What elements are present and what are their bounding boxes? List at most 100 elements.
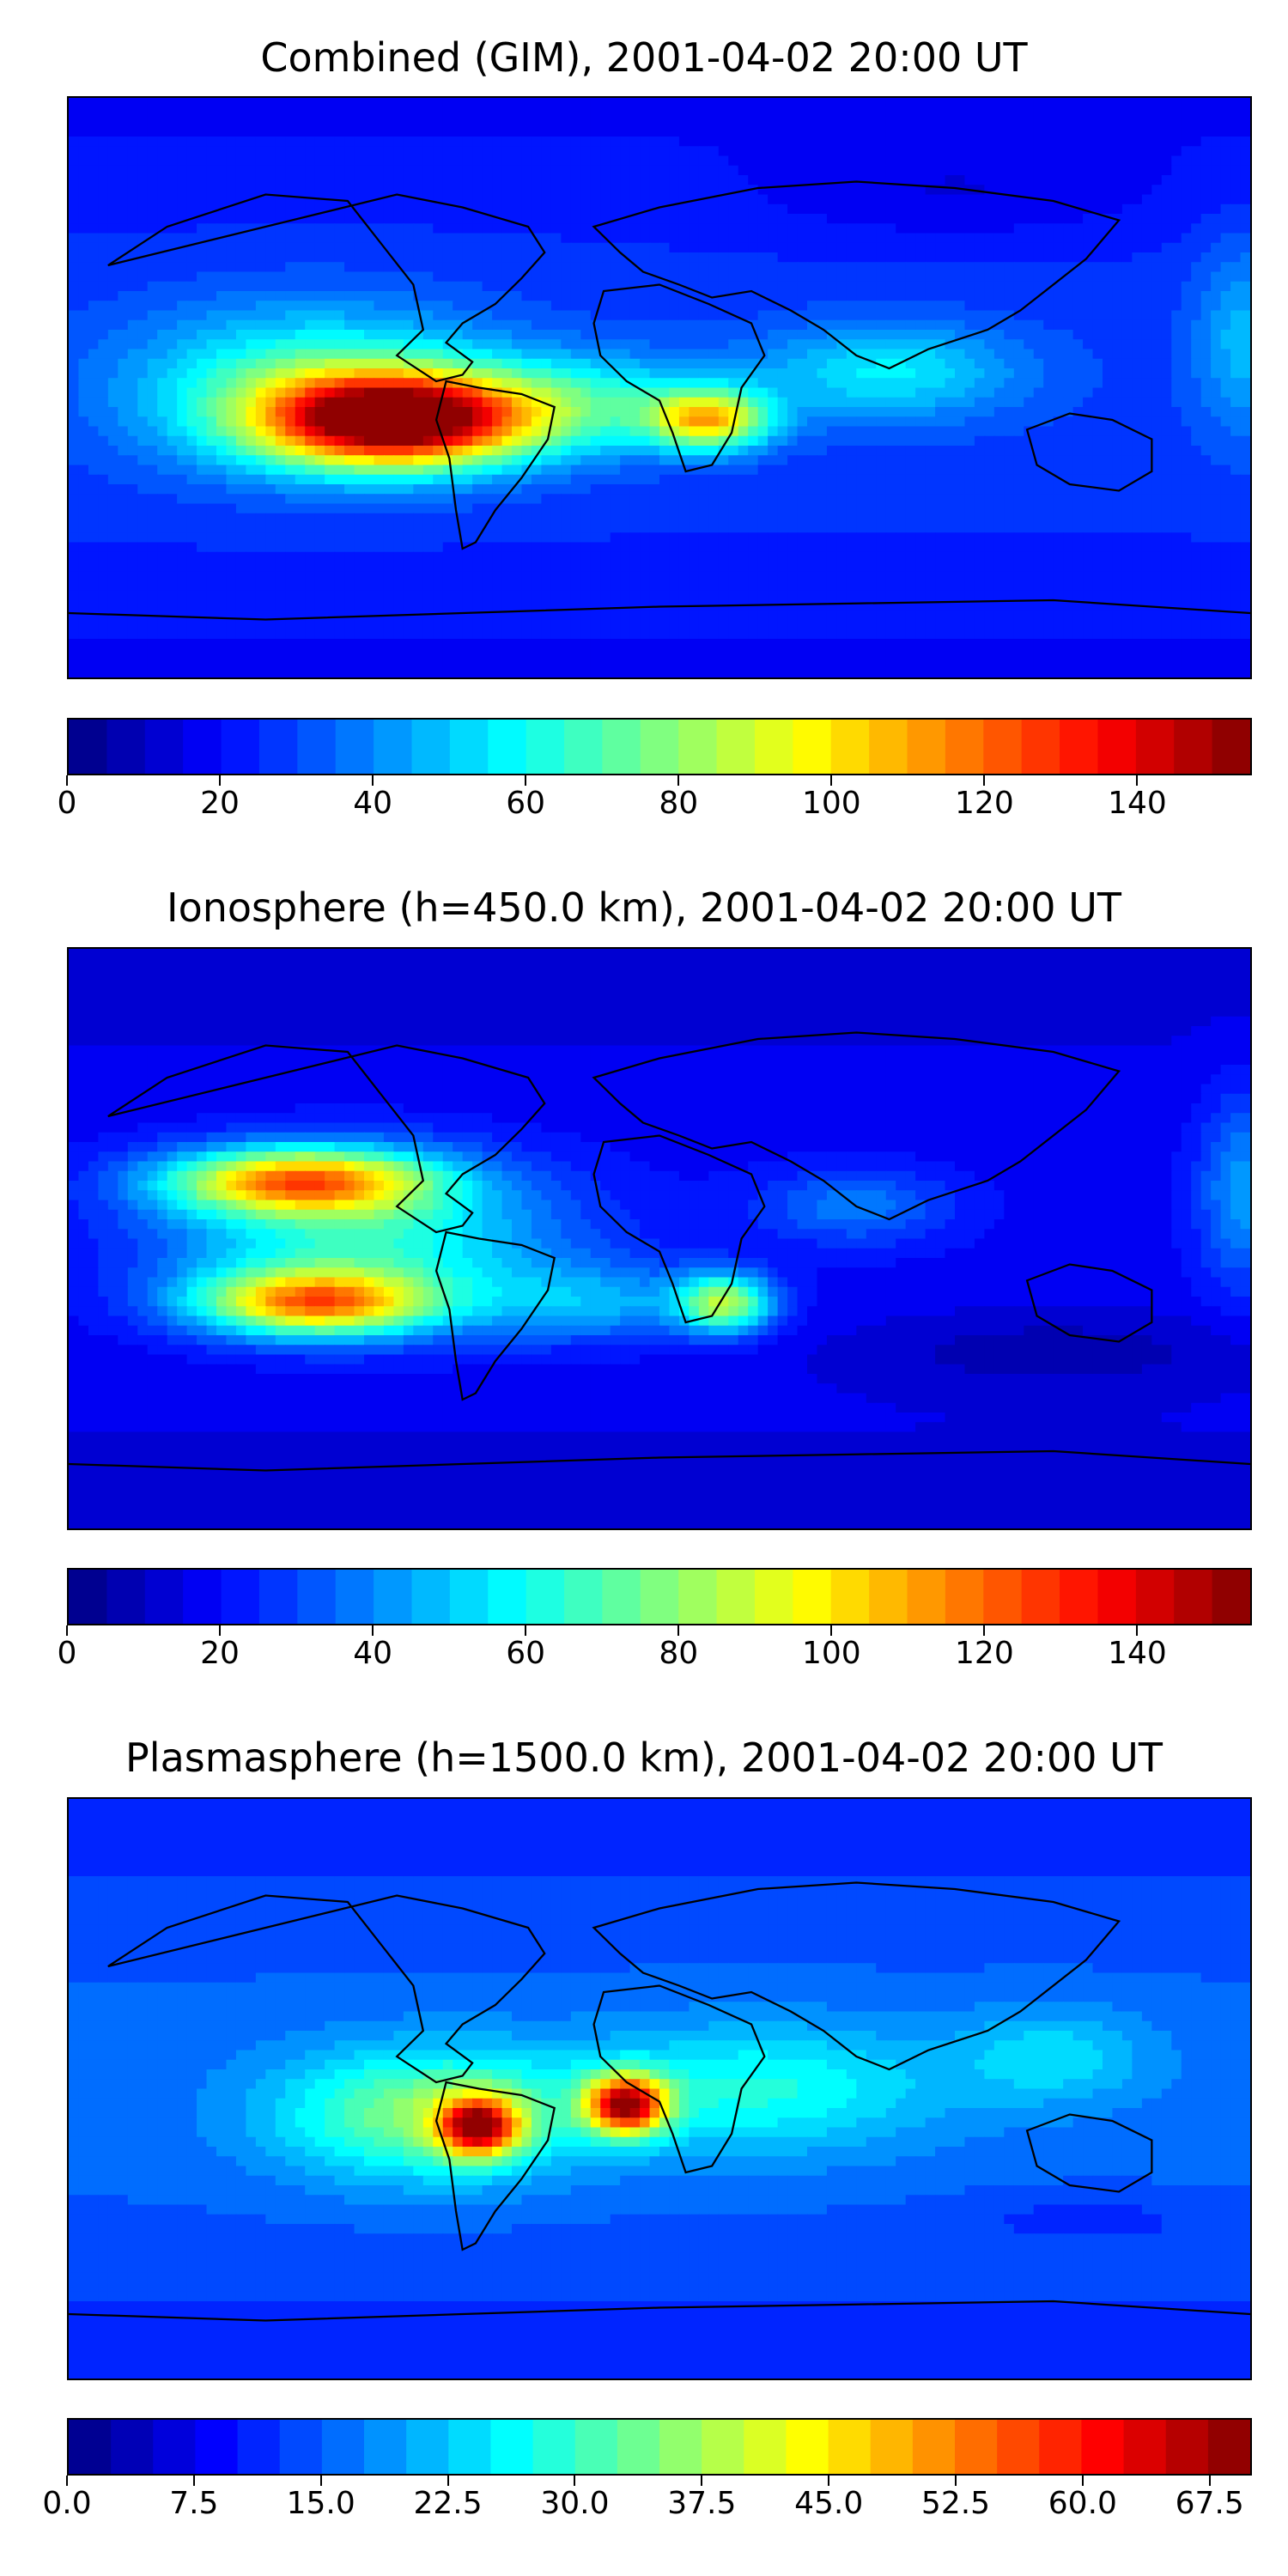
heatmap-cell xyxy=(453,242,464,253)
heatmap-cell xyxy=(246,242,257,253)
heatmap-cell xyxy=(98,397,109,408)
heatmap-cell xyxy=(226,194,237,205)
heatmap-cell xyxy=(550,146,562,157)
heatmap-cell xyxy=(678,204,690,215)
heatmap-cell xyxy=(866,252,878,263)
heatmap-cell xyxy=(246,349,257,360)
heatmap-cell xyxy=(748,446,759,456)
heatmap-cell xyxy=(984,98,995,108)
heatmap-cell xyxy=(728,233,739,244)
heatmap-cell xyxy=(462,262,473,273)
heatmap-cell xyxy=(78,330,89,340)
heatmap-cell xyxy=(1200,455,1212,466)
heatmap-cell xyxy=(305,426,316,437)
heatmap-cell xyxy=(1132,175,1143,185)
heatmap-cell xyxy=(1200,126,1212,137)
heatmap-cell xyxy=(98,494,109,505)
heatmap-cell xyxy=(492,446,503,456)
heatmap-cell xyxy=(1013,435,1025,447)
heatmap-cell xyxy=(1083,426,1094,437)
heatmap-cell xyxy=(246,484,257,495)
heatmap-cell xyxy=(993,407,1005,417)
heatmap-cell xyxy=(787,426,799,437)
heatmap-cell xyxy=(1083,262,1094,273)
heatmap-cell xyxy=(453,397,464,408)
heatmap-cell xyxy=(246,310,257,321)
heatmap-cell xyxy=(964,146,975,157)
heatmap-cell xyxy=(1092,474,1103,485)
heatmap-cell xyxy=(974,107,986,118)
heatmap-cell xyxy=(984,387,995,398)
heatmap-cell xyxy=(1240,397,1250,408)
heatmap-cell xyxy=(246,465,257,476)
heatmap-cell xyxy=(107,214,119,224)
heatmap-cell xyxy=(137,165,149,176)
heatmap-cell xyxy=(610,204,621,215)
heatmap-cell xyxy=(836,378,848,389)
heatmap-cell xyxy=(246,446,257,456)
heatmap-cell xyxy=(905,310,916,321)
heatmap-cell xyxy=(413,165,424,176)
heatmap-cell xyxy=(354,233,365,244)
heatmap-cell xyxy=(325,349,336,360)
heatmap-cell xyxy=(629,233,641,244)
heatmap-cell xyxy=(876,416,887,428)
heatmap-cell xyxy=(984,455,995,466)
heatmap-cell xyxy=(167,455,178,466)
heatmap-cell xyxy=(1240,358,1250,369)
heatmap-cell xyxy=(659,126,671,137)
heatmap-cell xyxy=(206,281,217,292)
heatmap-cell xyxy=(817,349,828,360)
heatmap-cell xyxy=(1013,271,1025,283)
heatmap-cell xyxy=(993,146,1005,157)
heatmap-cell xyxy=(915,474,927,485)
heatmap-cell xyxy=(590,291,601,301)
heatmap-cell xyxy=(453,214,464,224)
heatmap-cell xyxy=(226,378,237,389)
heatmap-cell xyxy=(935,146,946,157)
heatmap-cell xyxy=(984,262,995,273)
heatmap-cell xyxy=(314,455,325,466)
heatmap-cell xyxy=(88,146,100,157)
heatmap-cell xyxy=(678,137,690,147)
heatmap-cell xyxy=(846,204,858,215)
heatmap-cell xyxy=(521,126,532,137)
heatmap-cell xyxy=(107,155,119,167)
heatmap-cell xyxy=(442,484,453,495)
heatmap-cell xyxy=(885,137,896,147)
heatmap-cell xyxy=(649,310,660,321)
heatmap-cell xyxy=(1171,252,1182,263)
heatmap-cell xyxy=(1171,107,1182,118)
heatmap-cell xyxy=(137,291,149,301)
heatmap-cell xyxy=(1121,242,1133,253)
heatmap-cell xyxy=(1151,233,1163,244)
heatmap-cell xyxy=(1220,252,1231,263)
heatmap-cell xyxy=(678,446,690,456)
heatmap-cell xyxy=(561,233,572,244)
heatmap-cell xyxy=(107,117,119,128)
heatmap-cell xyxy=(1033,484,1044,495)
heatmap-cell xyxy=(1211,330,1222,340)
heatmap-cell xyxy=(610,397,621,408)
heatmap-cell xyxy=(364,204,375,215)
heatmap-cell xyxy=(1004,474,1015,485)
heatmap-cell xyxy=(88,126,100,137)
heatmap-cell xyxy=(610,291,621,301)
heatmap-cell xyxy=(453,194,464,205)
heatmap-cell xyxy=(777,455,788,466)
heatmap-cell xyxy=(235,474,247,485)
heatmap-cell xyxy=(69,301,80,312)
heatmap-cell xyxy=(482,407,493,417)
heatmap-cell xyxy=(1161,407,1173,417)
heatmap-cell xyxy=(1230,455,1242,466)
heatmap-cell xyxy=(1053,319,1064,331)
heatmap-cell xyxy=(383,358,395,369)
heatmap-cell xyxy=(325,397,336,408)
heatmap-cell xyxy=(1004,242,1015,253)
heatmap-cell xyxy=(1072,378,1084,389)
heatmap-cell xyxy=(885,319,896,331)
heatmap-cell xyxy=(885,378,896,389)
heatmap-cell xyxy=(206,465,217,476)
heatmap-cell xyxy=(354,281,365,292)
heatmap-cell xyxy=(78,137,89,147)
